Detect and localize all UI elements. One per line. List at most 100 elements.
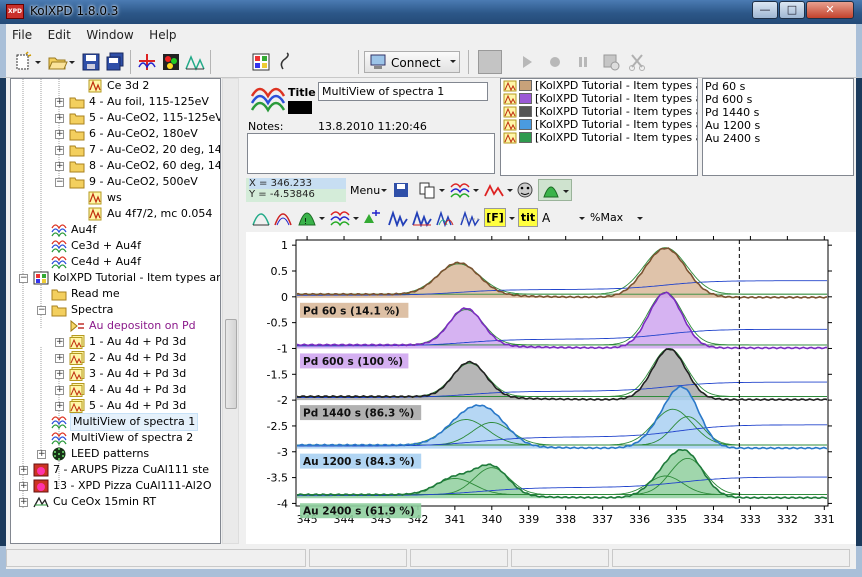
collapse-icon[interactable]: − xyxy=(19,273,28,283)
tree-item[interactable]: +13 - XPD Pizza CuAl111-Al2O xyxy=(11,478,220,494)
tree-item[interactable]: Ce3d + Au4f xyxy=(11,238,220,254)
tree-item[interactable]: Read me xyxy=(11,286,220,302)
tree-item[interactable]: +5 - Au 4d + Pd 3d xyxy=(11,398,220,414)
script-icon[interactable] xyxy=(274,51,296,73)
play-icon[interactable] xyxy=(516,51,538,73)
tree-item[interactable]: Ce4d + Au4f xyxy=(11,254,220,270)
tree-scrollbar-thumb[interactable] xyxy=(225,319,237,409)
plot-save-icon[interactable] xyxy=(392,181,410,199)
menu-help[interactable]: Help xyxy=(149,28,177,42)
tree-item[interactable]: + LEED patterns xyxy=(11,446,220,462)
tree-item[interactable]: +7 - ARUPS Pizza CuAl111 ste xyxy=(11,462,220,478)
collapse-icon[interactable]: − xyxy=(55,177,64,187)
tree-item[interactable]: +1 - Au 4d + Pd 3d xyxy=(11,334,220,350)
app-icon[interactable]: XPD xyxy=(6,4,24,19)
tree-item[interactable]: +5 - Au-CeO2, 115-125eV xyxy=(11,110,220,126)
tree-item[interactable]: Au 4f7/2, mc 0.054 xyxy=(11,206,220,222)
tree-item[interactable]: +8 - Au-CeO2, 60 deg, 1487eV xyxy=(11,158,220,174)
tree-item[interactable]: +7 - Au-CeO2, 20 deg, 1487eV xyxy=(11,142,220,158)
new-dropdown-icon[interactable] xyxy=(32,51,44,73)
open-icon[interactable] xyxy=(46,51,68,73)
stack-dropdown-icon[interactable] xyxy=(352,215,360,223)
copy-dropdown-icon[interactable] xyxy=(438,187,446,195)
fit-peaks-icon[interactable] xyxy=(252,209,270,227)
cut-icon[interactable] xyxy=(626,51,648,73)
tree-item[interactable]: ws xyxy=(11,190,220,206)
connect-button[interactable]: Connect xyxy=(364,51,460,73)
tree-item[interactable]: MultiView of spectra 2 xyxy=(11,430,220,446)
font-dropdown-icon[interactable] xyxy=(508,215,516,223)
expand-icon[interactable]: + xyxy=(19,497,28,507)
face-icon[interactable] xyxy=(516,181,534,199)
project-tree[interactable]: Ce 3d 2 +4 - Au foil, 115-125eV +5 - Au-Ce… xyxy=(10,78,221,544)
spectra-plot-area[interactable]: 1 0.5 0 -0.5 -1 -1.5 -2 -2.5 -3 -3.5 -4 345 344 343 34… xyxy=(246,232,856,544)
fill-peak-icon[interactable]: ! xyxy=(298,209,316,227)
residual-icon[interactable] xyxy=(460,209,480,227)
items-list[interactable]: [KolXPD Tutorial - Item types and s[KolX… xyxy=(500,78,698,176)
plot-menu-button[interactable]: Menu xyxy=(350,184,381,197)
peak-fit-icon[interactable] xyxy=(184,51,206,73)
plot-menu-dropdown-icon[interactable] xyxy=(380,187,388,195)
close-button[interactable]: ✕ xyxy=(806,1,854,19)
series-color-swatch[interactable] xyxy=(519,106,532,117)
expand-icon[interactable]: + xyxy=(19,465,28,475)
series-label[interactable]: Pd 60 s (14.1 %) xyxy=(303,305,400,317)
arrange-icon[interactable] xyxy=(362,209,382,227)
tree-item[interactable]: + Cu CeOx 15min RT xyxy=(11,494,220,510)
expand-icon[interactable]: + xyxy=(19,481,28,491)
scale-select[interactable]: %Max xyxy=(590,211,624,224)
title-input[interactable]: MultiView of spectra 1 xyxy=(318,82,488,101)
menu-file[interactable]: File xyxy=(12,28,33,42)
series-label[interactable]: Au 1200 s (84.3 %) xyxy=(303,456,415,468)
record-icon[interactable] xyxy=(544,51,566,73)
notes-input[interactable] xyxy=(247,133,495,174)
tree-item[interactable]: +6 - Au-CeO2, 180eV xyxy=(11,126,220,142)
color-map-icon[interactable] xyxy=(160,51,182,73)
tree-scrollbar[interactable] xyxy=(222,78,239,544)
expand-icon[interactable]: + xyxy=(55,129,64,139)
spectrum-view-2-icon[interactable] xyxy=(412,209,432,227)
tree-item[interactable]: MultiView of spectra 1 xyxy=(11,413,220,431)
names-list-row[interactable]: Pd 1440 s xyxy=(705,106,760,119)
names-list-row[interactable]: Au 1200 s xyxy=(705,119,761,132)
expand-icon[interactable]: + xyxy=(55,337,64,347)
series-color-swatch[interactable] xyxy=(519,132,532,143)
waterfall-dropdown-icon[interactable] xyxy=(472,187,480,195)
spectrum-view-icon[interactable] xyxy=(388,209,408,227)
expand-icon[interactable]: + xyxy=(55,97,64,107)
expand-icon[interactable]: + xyxy=(55,161,64,171)
series-color-swatch[interactable] xyxy=(519,80,532,91)
scale-select-dropdown-icon[interactable] xyxy=(636,215,644,223)
font-select-dropdown-icon[interactable] xyxy=(578,215,586,223)
tree-item[interactable]: +3 - Au 4d + Pd 3d xyxy=(11,366,220,382)
expand-icon[interactable]: + xyxy=(37,449,46,459)
expand-icon[interactable]: + xyxy=(55,353,64,363)
copy-icon[interactable] xyxy=(418,181,436,199)
save-icon[interactable] xyxy=(80,51,102,73)
title-toggle-button[interactable]: tit xyxy=(518,208,538,227)
tree-item[interactable]: − 9 - Au-CeO2, 500eV xyxy=(11,174,220,190)
tree-item[interactable]: +4 - Au foil, 115-125eV xyxy=(11,94,220,110)
names-list[interactable]: Pd 60 s Pd 600 s Pd 1440 s Au 1200 s Au 2400… xyxy=(702,78,854,176)
waterfall-icon[interactable] xyxy=(450,181,470,199)
tree-item[interactable]: Au4f xyxy=(11,222,220,238)
minimize-button[interactable]: — xyxy=(752,1,778,19)
series-label[interactable]: Pd 600 s (100 %) xyxy=(303,356,403,368)
series-label[interactable]: Au 2400 s (61.9 %) xyxy=(303,506,415,518)
tree-item[interactable]: − KolXPD Tutorial - Item types and sa xyxy=(11,270,220,286)
save-all-icon[interactable] xyxy=(104,51,126,73)
sum-spectra-icon[interactable] xyxy=(136,51,158,73)
menu-window[interactable]: Window xyxy=(86,28,134,42)
background-dropdown-icon[interactable] xyxy=(506,187,514,195)
collapse-icon[interactable]: − xyxy=(37,305,46,315)
new-icon[interactable] xyxy=(12,51,34,73)
tree-item[interactable]: +2 - Au 4d + Pd 3d xyxy=(11,350,220,366)
font-select[interactable]: A xyxy=(542,211,551,225)
table-icon[interactable] xyxy=(250,51,272,73)
names-list-row[interactable]: Pd 60 s xyxy=(705,80,746,93)
menu-edit[interactable]: Edit xyxy=(47,28,71,42)
expand-icon[interactable]: + xyxy=(55,369,64,379)
open-dropdown-icon[interactable] xyxy=(66,51,78,73)
save-timer-icon[interactable] xyxy=(600,51,622,73)
